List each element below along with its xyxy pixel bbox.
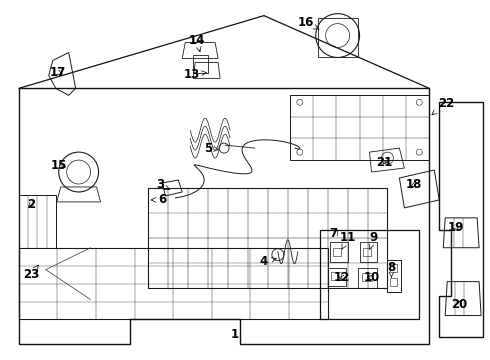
Text: 17: 17 — [49, 66, 66, 79]
Text: 11: 11 — [340, 231, 356, 249]
Text: 15: 15 — [50, 158, 67, 172]
Text: 12: 12 — [334, 271, 350, 284]
Text: 20: 20 — [451, 298, 467, 311]
Text: 7: 7 — [330, 227, 338, 240]
Text: 13: 13 — [184, 68, 206, 81]
Text: 19: 19 — [448, 221, 465, 234]
Bar — [363, 248, 370, 256]
Text: 8: 8 — [387, 261, 395, 277]
Text: 14: 14 — [189, 34, 205, 52]
Text: 22: 22 — [432, 97, 454, 115]
Bar — [333, 248, 341, 256]
Text: 23: 23 — [23, 265, 39, 281]
Text: 16: 16 — [297, 16, 319, 29]
Text: 1: 1 — [231, 328, 239, 341]
Text: 2: 2 — [27, 198, 35, 211]
Bar — [193, 55, 208, 73]
Bar — [362, 273, 371, 280]
Text: 4: 4 — [260, 255, 276, 268]
Text: 18: 18 — [406, 179, 422, 192]
Text: 5: 5 — [204, 141, 219, 155]
Text: 9: 9 — [369, 231, 378, 250]
Text: 10: 10 — [364, 271, 380, 284]
Text: 3: 3 — [156, 179, 170, 192]
Text: 6: 6 — [151, 193, 167, 206]
Text: 21: 21 — [376, 156, 392, 168]
Bar — [391, 264, 397, 272]
Bar — [319, 230, 419, 319]
Bar — [331, 272, 341, 280]
Bar — [391, 278, 397, 285]
